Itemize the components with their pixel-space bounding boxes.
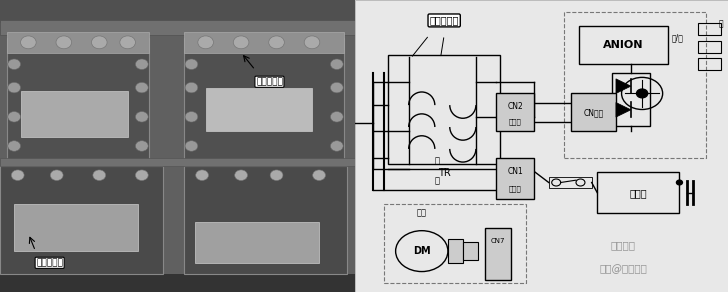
Circle shape (234, 170, 248, 180)
FancyBboxPatch shape (7, 32, 149, 53)
FancyBboxPatch shape (0, 166, 163, 274)
Circle shape (12, 170, 24, 180)
FancyBboxPatch shape (496, 93, 534, 131)
Text: 红: 红 (434, 156, 439, 165)
Circle shape (331, 59, 343, 69)
Text: 水泵: 水泵 (416, 209, 427, 218)
Text: CN２１: CN２１ (583, 108, 604, 117)
FancyBboxPatch shape (184, 166, 347, 274)
FancyBboxPatch shape (184, 32, 344, 53)
Circle shape (233, 36, 249, 49)
FancyBboxPatch shape (21, 91, 127, 137)
Text: 维修人家: 维修人家 (611, 240, 636, 250)
Circle shape (269, 36, 285, 49)
Text: DM: DM (413, 246, 430, 256)
FancyBboxPatch shape (0, 20, 355, 35)
Circle shape (313, 170, 325, 180)
FancyBboxPatch shape (463, 242, 478, 260)
FancyBboxPatch shape (184, 38, 344, 161)
Circle shape (185, 82, 198, 93)
Circle shape (185, 59, 198, 69)
Circle shape (93, 170, 106, 180)
FancyBboxPatch shape (496, 158, 534, 199)
Text: CN1: CN1 (507, 167, 523, 176)
Circle shape (50, 170, 63, 180)
FancyBboxPatch shape (0, 0, 355, 292)
Circle shape (56, 36, 71, 49)
FancyBboxPatch shape (0, 274, 355, 292)
Circle shape (135, 141, 149, 151)
Text: （红）: （红） (509, 119, 521, 125)
Text: 白: 白 (719, 19, 723, 28)
Text: 电源变压器: 电源变压器 (256, 77, 283, 86)
Circle shape (196, 170, 208, 180)
Text: 黄/绿: 黄/绿 (672, 33, 684, 42)
Circle shape (135, 82, 149, 93)
Circle shape (304, 36, 320, 49)
Circle shape (185, 141, 198, 151)
Circle shape (8, 141, 20, 151)
Text: CN7: CN7 (491, 238, 505, 244)
FancyBboxPatch shape (0, 0, 355, 23)
Text: 电源变压器: 电源变压器 (430, 15, 459, 25)
Circle shape (135, 170, 149, 180)
Circle shape (331, 112, 343, 122)
Circle shape (135, 59, 149, 69)
Text: 头条@维修人家: 头条@维修人家 (599, 264, 647, 274)
Circle shape (8, 59, 20, 69)
Text: （蓝）: （蓝） (509, 185, 521, 192)
Polygon shape (616, 102, 631, 117)
Circle shape (331, 82, 343, 93)
FancyBboxPatch shape (486, 228, 511, 280)
Text: 电源变压器: 电源变压器 (36, 258, 63, 267)
FancyBboxPatch shape (205, 88, 312, 131)
Circle shape (135, 112, 149, 122)
Circle shape (120, 36, 135, 49)
Polygon shape (616, 79, 631, 93)
FancyBboxPatch shape (14, 204, 138, 251)
Circle shape (92, 36, 107, 49)
Text: 蓝: 蓝 (434, 176, 439, 185)
Circle shape (20, 36, 36, 49)
Text: CN2: CN2 (507, 102, 523, 111)
Text: 继电器: 继电器 (630, 188, 647, 198)
Circle shape (331, 141, 343, 151)
Circle shape (8, 112, 20, 122)
Circle shape (198, 36, 213, 49)
FancyBboxPatch shape (355, 0, 728, 292)
FancyBboxPatch shape (448, 239, 463, 263)
Circle shape (636, 89, 648, 98)
Text: TR: TR (438, 168, 451, 178)
FancyBboxPatch shape (7, 38, 149, 161)
Circle shape (8, 82, 20, 93)
Circle shape (185, 112, 198, 122)
Circle shape (676, 180, 682, 185)
Circle shape (270, 170, 283, 180)
FancyBboxPatch shape (571, 93, 616, 131)
FancyBboxPatch shape (0, 158, 355, 166)
Text: ANION: ANION (604, 40, 644, 50)
FancyBboxPatch shape (195, 222, 319, 263)
